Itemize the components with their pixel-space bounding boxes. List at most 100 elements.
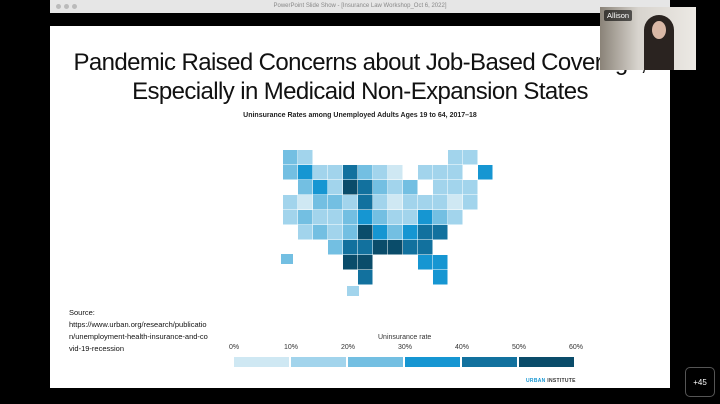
map-state (433, 165, 448, 180)
map-state (418, 210, 433, 225)
legend-tick: 0% (228, 344, 240, 351)
us-map (281, 150, 493, 296)
map-state (313, 180, 328, 195)
map-state (298, 180, 313, 195)
map-subtitle: Uninsurance Rates among Unemployed Adult… (243, 112, 477, 119)
map-state (448, 210, 463, 225)
urban-institute-logo: URBAN INSTITUTE (526, 378, 576, 384)
map-state (418, 240, 433, 255)
participant-video[interactable]: Allison (600, 7, 696, 70)
map-state (328, 180, 343, 195)
legend-swatch (348, 357, 403, 367)
map-state (433, 225, 448, 240)
map-state (358, 255, 373, 270)
map-state (418, 165, 433, 180)
legend-tick: 50% (511, 344, 527, 351)
map-state (343, 240, 358, 255)
legend-tick: 10% (283, 344, 299, 351)
map-state (313, 225, 328, 240)
map-state (358, 240, 373, 255)
map-state (358, 165, 373, 180)
map-state (418, 195, 433, 210)
map-state (433, 255, 448, 270)
map-state (328, 225, 343, 240)
map-alaska (281, 254, 293, 264)
map-state (478, 165, 493, 180)
map-state (313, 210, 328, 225)
legend-swatch (234, 357, 289, 367)
participant-name: Allison (604, 10, 633, 21)
map-state (343, 225, 358, 240)
slide: Pandemic Raised Concerns about Job-Based… (50, 26, 670, 388)
map-state (298, 225, 313, 240)
map-state (388, 240, 403, 255)
map-state (298, 165, 313, 180)
map-state (403, 240, 418, 255)
legend-ticks: 0% 10% 20% 30% 40% 50% 60% (228, 344, 584, 354)
slide-title: Pandemic Raised Concerns about Job-Based… (73, 49, 647, 105)
map-state (328, 210, 343, 225)
map-state (448, 150, 463, 165)
map-state (463, 195, 478, 210)
map-state (463, 150, 478, 165)
map-state (358, 225, 373, 240)
map-state (298, 150, 313, 165)
map-state (433, 210, 448, 225)
map-state (358, 180, 373, 195)
map-state (388, 210, 403, 225)
map-state (343, 255, 358, 270)
source-note: Source: https://www.urban.org/research/pu… (69, 308, 208, 353)
map-state (343, 180, 358, 195)
legend-tick: 40% (454, 344, 470, 351)
map-state (358, 195, 373, 210)
map-state (343, 165, 358, 180)
map-state (373, 180, 388, 195)
map-state (388, 165, 403, 180)
map-state (328, 165, 343, 180)
map-state (418, 255, 433, 270)
map-state (433, 180, 448, 195)
legend-tick: 60% (568, 344, 584, 351)
window-titlebar: PowerPoint Slide Show - [Insurance Law W… (50, 0, 670, 13)
legend-swatch (405, 357, 460, 367)
map-state (418, 225, 433, 240)
map-state (448, 165, 463, 180)
map-state (388, 195, 403, 210)
map-state (448, 195, 463, 210)
map-state (343, 210, 358, 225)
map-state (343, 195, 358, 210)
map-state (373, 210, 388, 225)
map-state (448, 180, 463, 195)
map-state (373, 165, 388, 180)
legend-swatch (519, 357, 574, 367)
map-state (283, 210, 298, 225)
participant-face (652, 21, 666, 39)
map-state (388, 225, 403, 240)
window-title: PowerPoint Slide Show - [Insurance Law W… (273, 3, 447, 9)
map-state (373, 225, 388, 240)
map-hawaii (347, 286, 359, 296)
map-state (463, 180, 478, 195)
legend-tick: 30% (397, 344, 413, 351)
map-state (433, 195, 448, 210)
map-state (283, 195, 298, 210)
map-state (313, 165, 328, 180)
map-state (403, 210, 418, 225)
legend-swatch (462, 357, 517, 367)
legend-title: Uninsurance rate (378, 334, 432, 341)
map-state (373, 195, 388, 210)
map-state (373, 240, 388, 255)
legend-tick: 20% (340, 344, 356, 351)
map-state (298, 195, 313, 210)
map-state (328, 195, 343, 210)
map-state (403, 225, 418, 240)
legend-swatch (291, 357, 346, 367)
map-state (388, 180, 403, 195)
map-state (313, 195, 328, 210)
legend-bar (234, 357, 574, 367)
window-controls[interactable] (56, 4, 77, 9)
map-state (358, 270, 373, 285)
map-state (283, 165, 298, 180)
map-state (403, 180, 418, 195)
more-participants-button[interactable]: +45 (685, 367, 715, 397)
